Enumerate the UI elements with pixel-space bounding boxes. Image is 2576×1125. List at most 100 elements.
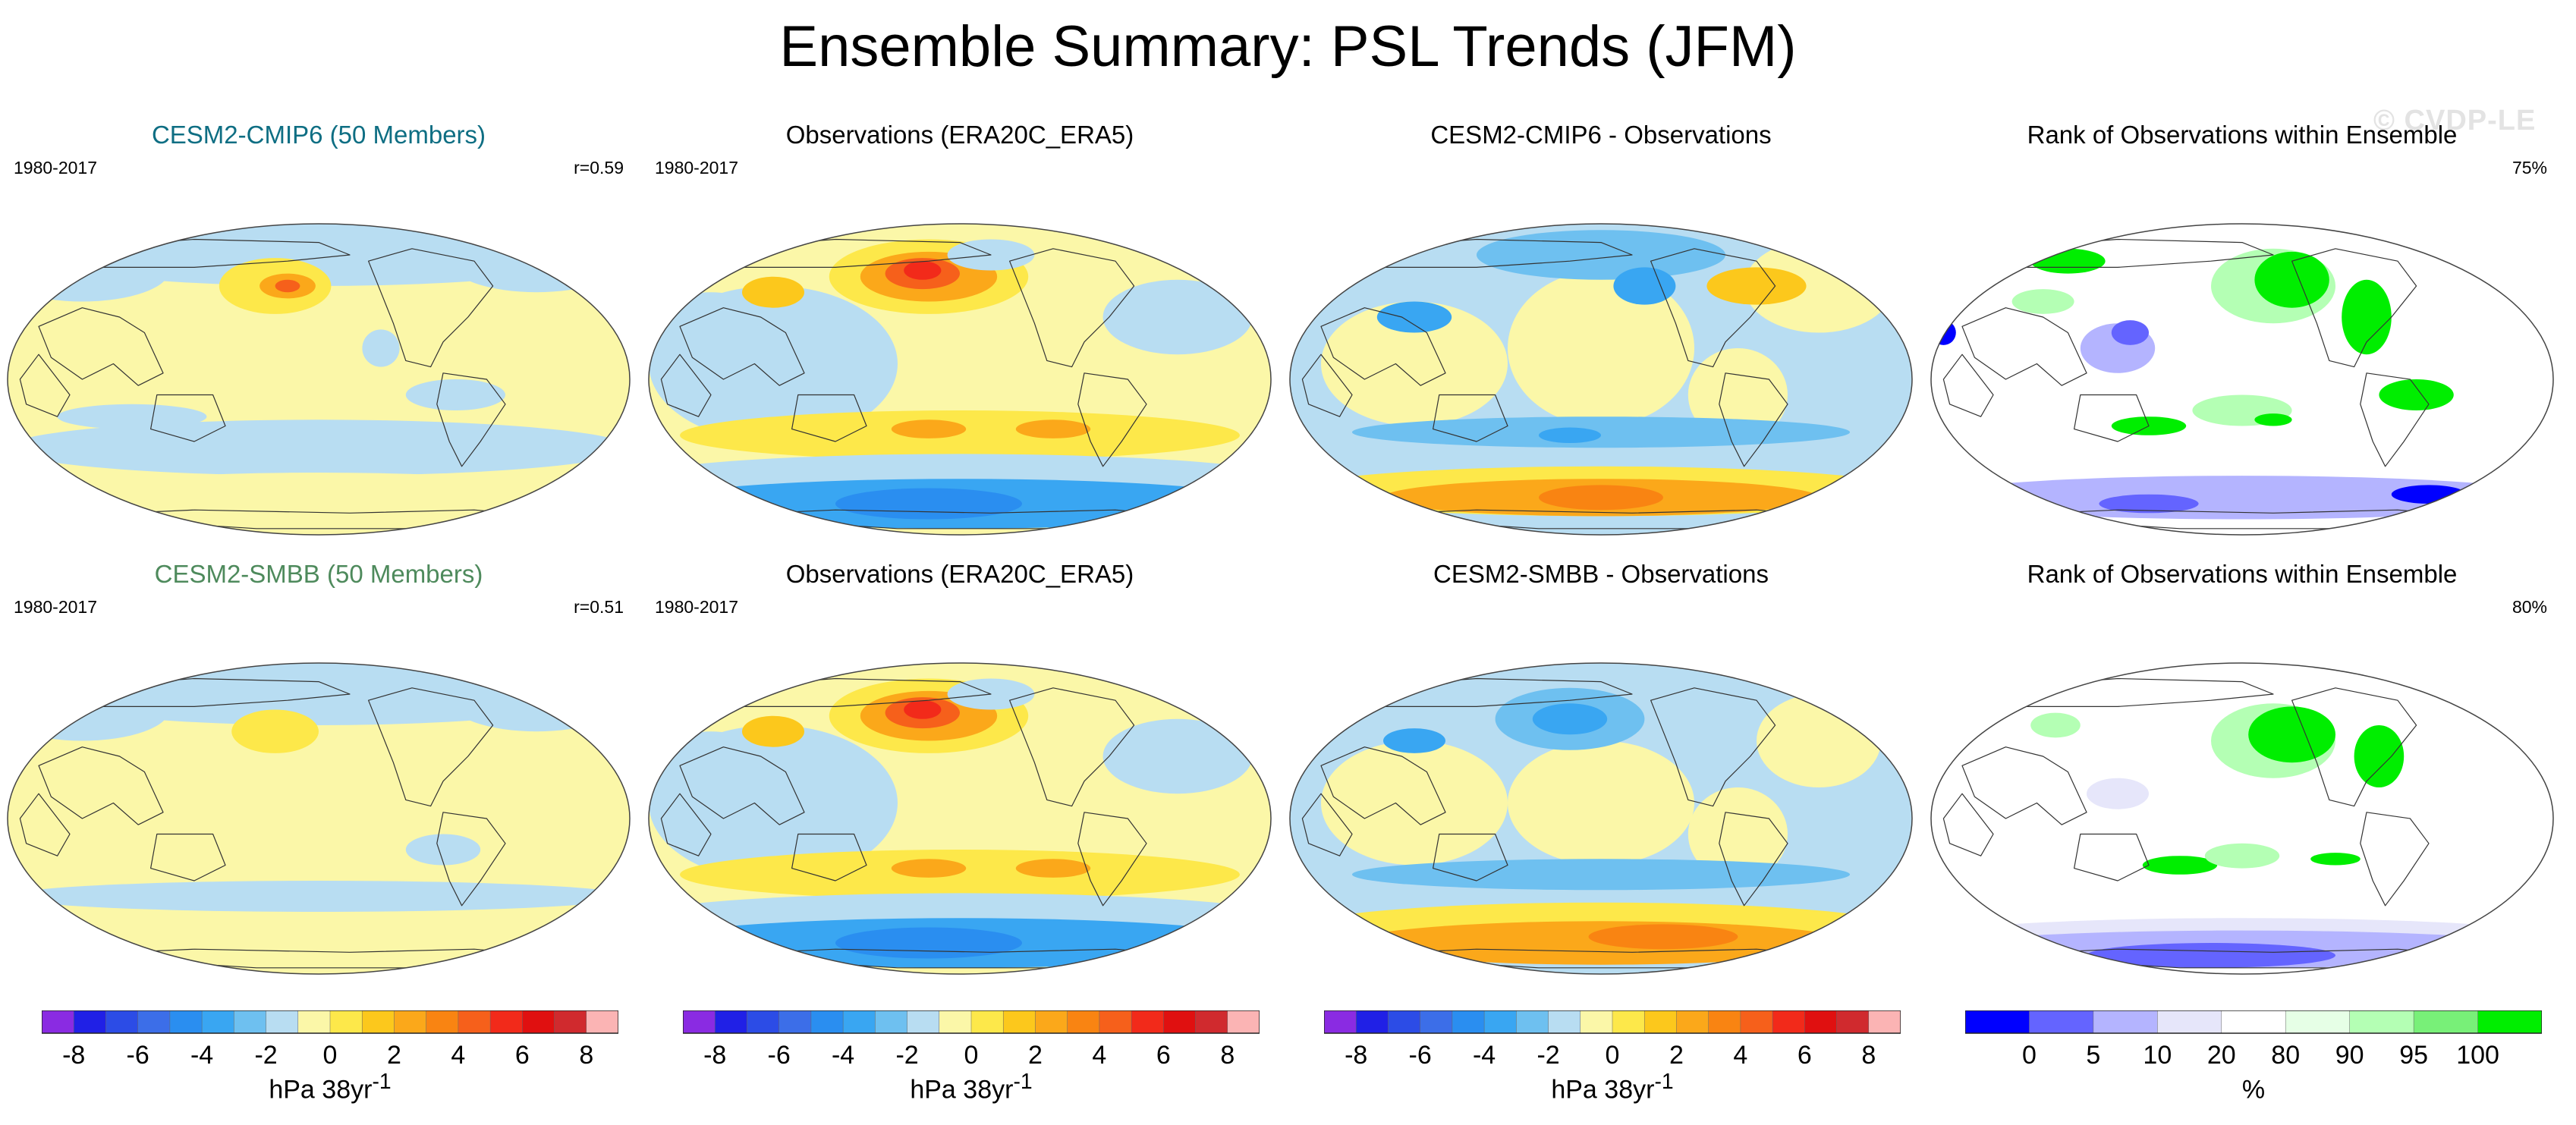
field-contour xyxy=(2391,485,2467,504)
field-contour xyxy=(1931,320,1956,345)
field-contour xyxy=(904,261,942,280)
field-contour xyxy=(2087,943,2335,968)
colorbar-swatch xyxy=(1227,1010,1260,1034)
period-label: 1980-2017 xyxy=(14,597,97,617)
field-contour xyxy=(1352,416,1850,448)
map-border xyxy=(1289,223,1913,536)
map-border xyxy=(7,223,631,536)
field-contour xyxy=(1613,267,1676,305)
panel-model1-trend: CESM2-CMIP6 (50 Members) 1980-2017 r=0.5… xyxy=(0,120,637,560)
colorbar-swatch xyxy=(1740,1010,1773,1034)
field-contour xyxy=(1015,420,1091,438)
colorbar-swatch xyxy=(907,1010,940,1034)
field-layer xyxy=(1290,663,1912,974)
continent-outline xyxy=(679,746,805,825)
field-contour xyxy=(742,276,804,308)
colorbar-tick-label: -4 xyxy=(190,1041,213,1070)
colorbar-swatch xyxy=(1836,1010,1870,1034)
continent-outline xyxy=(436,372,506,467)
colorbar-swatch xyxy=(1676,1010,1709,1034)
continent-outline xyxy=(1650,248,1776,368)
unit-text: % xyxy=(2241,1075,2266,1105)
map-svg xyxy=(7,662,631,975)
continent-outline xyxy=(679,307,805,386)
colorbar-trend-3: -8 -6 -4 -2 0 2 4 6 8 xyxy=(1324,1010,1901,1124)
colorbar-swatch xyxy=(458,1010,491,1034)
continent-outline xyxy=(710,677,992,707)
field-contour xyxy=(2354,725,2405,787)
field-contour xyxy=(231,709,319,753)
colorbar-tick-label: 95 xyxy=(2399,1041,2428,1070)
unit-text: hPa 38yr xyxy=(1551,1075,1655,1105)
colorbar-tick-label: -2 xyxy=(895,1041,918,1070)
continent-outline xyxy=(368,687,494,807)
map-border xyxy=(648,223,1272,536)
field-contour xyxy=(1508,740,1694,866)
field-contour xyxy=(1532,703,1608,735)
colorbar-swatch xyxy=(1772,1010,1806,1034)
colorbar-swatch xyxy=(1420,1010,1453,1034)
colorbar-unit: hPa 38yr-1 xyxy=(683,1070,1260,1105)
field-contour xyxy=(405,834,481,866)
colorbar-swatch xyxy=(137,1010,171,1034)
colorbar-swatch xyxy=(489,1010,524,1034)
field-contour xyxy=(1687,787,1788,881)
field-contour xyxy=(742,715,804,747)
field-contour xyxy=(1376,301,1452,333)
unit-text: hPa 38yr xyxy=(910,1075,1014,1105)
continent-outline xyxy=(1961,746,2087,825)
colorbar-swatch xyxy=(201,1010,235,1034)
field-contour xyxy=(1539,427,1601,444)
colorbar-svg: -8 -6 -4 -2 0 2 4 6 8 xyxy=(42,1010,618,1070)
pattern-correlation: r=0.51 xyxy=(574,597,624,617)
colorbar-swatch xyxy=(361,1010,395,1034)
colorbar-swatch xyxy=(939,1010,972,1034)
continent-outline xyxy=(1009,687,1135,807)
colorbar-swatch xyxy=(778,1010,812,1034)
colorbar-swatch xyxy=(1035,1010,1068,1034)
field-layer xyxy=(8,663,630,974)
colorbar-tick-label: 10 xyxy=(2143,1041,2172,1070)
field-contour xyxy=(1706,267,1807,305)
field-contour xyxy=(2111,320,2149,345)
field-contour xyxy=(1539,485,1663,511)
continent-outline xyxy=(368,248,494,368)
continent-outline xyxy=(1077,372,1147,467)
continent-outline xyxy=(1719,812,1788,907)
colorbar-tick-label: 8 xyxy=(579,1041,593,1070)
continent-outline xyxy=(2360,812,2430,907)
continent-outline xyxy=(69,677,351,707)
continent-outline xyxy=(791,394,867,442)
field-contour xyxy=(1508,270,1694,426)
colorbar-swatch xyxy=(1131,1010,1165,1034)
colorbar-swatch xyxy=(522,1010,555,1034)
colorbar-swatch xyxy=(266,1010,299,1034)
colorbar-swatch xyxy=(1643,1010,1678,1034)
map-border xyxy=(1930,223,2554,536)
field-contour xyxy=(1383,728,1445,753)
colorbar-tick-label: 2 xyxy=(1028,1041,1043,1070)
colorbar-tick-label: 2 xyxy=(1669,1041,1684,1070)
map-svg xyxy=(1289,223,1913,536)
colorbar-swatch xyxy=(1708,1010,1741,1034)
continent-outline xyxy=(660,354,712,417)
map-border xyxy=(1289,662,1913,975)
panel-rank-1: Rank of Observations within Ensemble 75% xyxy=(1923,120,2561,560)
panel-rank-2: Rank of Observations within Ensemble 80% xyxy=(1923,559,2561,999)
field-contour xyxy=(8,473,630,535)
colorbar-swatch xyxy=(1612,1010,1645,1034)
colorbar-swatch xyxy=(875,1010,908,1034)
colorbar-trend-2: -8 -6 -4 -2 0 2 4 6 8 xyxy=(683,1010,1260,1124)
colorbar-frame xyxy=(1965,1010,2542,1034)
field-contour xyxy=(680,850,1240,900)
colorbar-swatch xyxy=(297,1010,331,1034)
field-contour xyxy=(449,230,624,293)
colorbar-tick-label: 2 xyxy=(387,1041,401,1070)
field-background xyxy=(8,663,630,974)
colorbar-swatch xyxy=(2157,1010,2222,1034)
colorbar-swatch xyxy=(1388,1010,1421,1034)
continent-outline xyxy=(1993,677,2274,707)
colorbar-swatch xyxy=(1804,1010,1838,1034)
field-contour xyxy=(2142,856,2218,875)
continent-outline xyxy=(2074,394,2150,442)
